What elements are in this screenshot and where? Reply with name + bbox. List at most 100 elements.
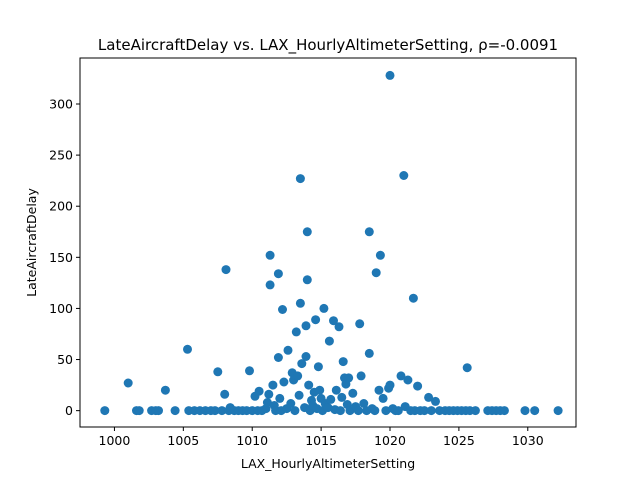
data-point [419, 406, 429, 416]
data-point [329, 316, 338, 326]
data-point [355, 319, 365, 329]
data-point [530, 406, 540, 416]
data-point [371, 268, 381, 278]
x-axis-ticks: 1000 1005 1010 1015 1020 1025 1030 [99, 427, 544, 448]
plot-area-frame [79, 57, 577, 428]
data-point [356, 371, 366, 381]
data-point [370, 406, 380, 416]
data-points [100, 70, 563, 416]
y-tick-label: 250 [49, 148, 73, 163]
data-point [348, 388, 358, 398]
data-point [326, 394, 336, 404]
data-point [315, 385, 325, 395]
data-point [304, 380, 314, 390]
data-point [210, 406, 220, 416]
data-point [375, 250, 385, 260]
data-point [213, 367, 223, 377]
data-point [217, 406, 227, 416]
data-point [302, 227, 312, 237]
data-point [403, 375, 413, 385]
data-point [100, 406, 110, 416]
data-point [265, 280, 275, 290]
x-tick-label: 1010 [236, 433, 268, 448]
y-tick-label: 50 [57, 352, 73, 367]
data-point [278, 305, 287, 314]
data-point [413, 381, 423, 391]
data-point [264, 389, 274, 399]
data-point [297, 359, 307, 369]
x-tick-label: 1015 [305, 433, 337, 448]
data-point [286, 399, 296, 408]
x-tick-label: 1000 [99, 433, 131, 448]
data-point [364, 348, 374, 358]
data-point [294, 390, 304, 400]
data-point [364, 227, 374, 237]
data-point [338, 357, 348, 367]
data-point [323, 403, 333, 413]
y-tick-label: 300 [49, 96, 73, 111]
data-point [313, 362, 323, 372]
data-point [520, 406, 530, 416]
data-point [283, 345, 293, 355]
data-point [221, 265, 231, 275]
data-point [290, 406, 300, 416]
data-point [374, 385, 384, 395]
data-point [183, 344, 192, 354]
data-point [254, 386, 264, 396]
y-tick-label: 0 [65, 403, 73, 418]
data-point [170, 406, 180, 416]
data-point [331, 385, 341, 395]
data-point [553, 406, 563, 416]
data-point [160, 385, 170, 395]
y-axis-title: LateAircraftDelay [24, 188, 39, 297]
data-point [220, 389, 230, 399]
chart-title: LateAircraftDelay vs. LAX_HourlyAltimete… [98, 36, 558, 55]
data-point [265, 250, 275, 260]
data-point [378, 393, 388, 403]
data-point [337, 392, 347, 402]
y-axis-ticks: 0 50 100 150 200 250 300 [49, 96, 80, 418]
data-point [154, 406, 163, 416]
data-point [291, 327, 301, 337]
data-point [301, 321, 311, 331]
data-point [381, 406, 391, 416]
data-point [324, 336, 334, 346]
data-point [462, 363, 472, 373]
data-point [470, 406, 480, 416]
y-tick-label: 100 [49, 301, 73, 316]
data-point [293, 371, 303, 381]
data-point [123, 378, 133, 388]
x-axis-title: LAX_HourlyAltimeterSetting [241, 456, 415, 471]
x-tick-label: 1005 [167, 433, 199, 448]
data-point [302, 275, 312, 285]
data-point [134, 406, 144, 416]
data-point [344, 373, 354, 383]
data-point [359, 399, 369, 408]
data-point [424, 392, 434, 402]
data-point [431, 396, 440, 406]
data-point [399, 171, 409, 180]
data-point [426, 406, 436, 416]
data-point [311, 315, 321, 325]
data-point [319, 303, 329, 313]
data-point [334, 322, 344, 332]
data-point [295, 174, 305, 184]
data-point [499, 406, 509, 416]
data-point [262, 398, 272, 407]
data-point [275, 393, 285, 403]
data-point [268, 380, 278, 390]
x-tick-label: 1025 [443, 433, 475, 448]
data-point [393, 406, 403, 416]
data-point [273, 353, 283, 362]
data-point [295, 298, 305, 308]
data-point [273, 269, 283, 279]
data-point [396, 371, 406, 381]
data-point [385, 380, 395, 390]
data-point [335, 406, 345, 416]
data-point [385, 70, 395, 80]
x-tick-label: 1030 [512, 433, 544, 448]
y-tick-label: 200 [49, 199, 73, 214]
data-point [279, 377, 289, 387]
y-tick-label: 150 [49, 250, 73, 265]
